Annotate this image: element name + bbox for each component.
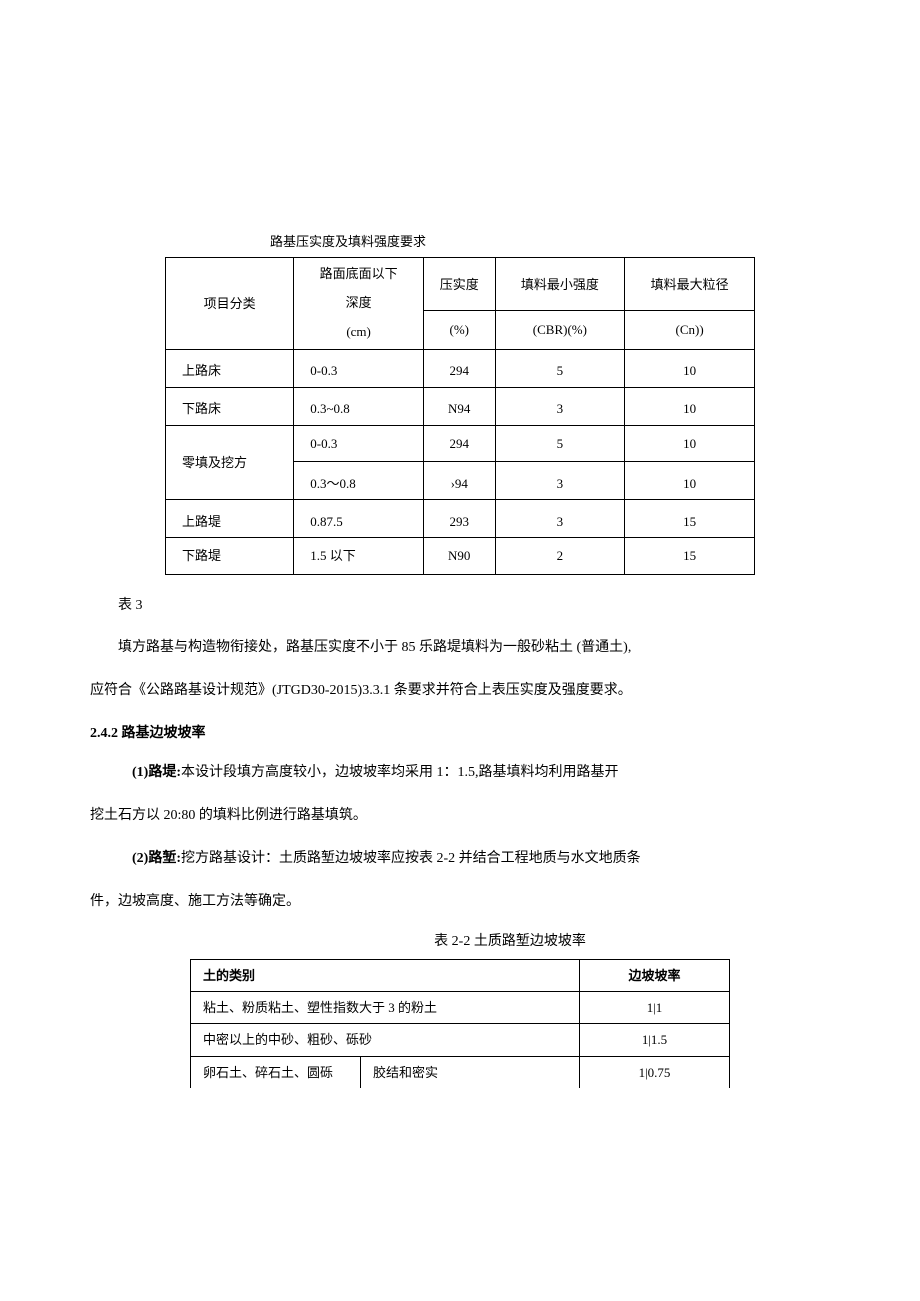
table1-cell: 0.87.5 bbox=[294, 500, 424, 538]
table1-cell: 10 bbox=[625, 425, 755, 461]
table1-cell: 上路床 bbox=[166, 349, 294, 387]
table2-slope-ratio: 土的类别 边坡坡率 粘土、粉质粘土、塑性指数大于 3 的粉土 1|1 中密以上的… bbox=[190, 959, 730, 1089]
paragraph-cutting-cont: 件，边坡高度、施工方法等确定。 bbox=[90, 887, 830, 918]
table2-cell: 胶结和密实 bbox=[361, 1056, 580, 1088]
table1-header-maxsize: 填料最大粒径 bbox=[625, 258, 755, 311]
table2-cell: 1|0.75 bbox=[580, 1056, 730, 1088]
table1-cell: 0.3~0.8 bbox=[294, 387, 424, 425]
table1-cell: N90 bbox=[423, 538, 495, 574]
table1-header-depth: 路面底面以下 深度 (cm) bbox=[294, 258, 424, 349]
table2-header-slope-ratio: 边坡坡率 bbox=[580, 959, 730, 991]
table1-cell: N94 bbox=[423, 387, 495, 425]
table1-subgrade-compaction: 项目分类 路面底面以下 深度 (cm) 压实度 填料最小强度 填料最大粒径 (%… bbox=[165, 257, 755, 574]
table1-cell: 15 bbox=[625, 500, 755, 538]
table1-cell: 下路堤 bbox=[166, 538, 294, 574]
table1-cell: 2 bbox=[495, 538, 625, 574]
cutting-text: 挖方路基设计：土质路堑边坡坡率应按表 2-2 并结合工程地质与水文地质条 bbox=[181, 851, 641, 866]
table1-cell: 10 bbox=[625, 462, 755, 500]
table2-cell: 粘土、粉质粘土、塑性指数大于 3 的粉土 bbox=[191, 991, 580, 1023]
table1-header-compaction: 压实度 bbox=[423, 258, 495, 311]
table1-cell: 15 bbox=[625, 538, 755, 574]
paragraph-fill-subgrade-cont: 应符合《公路路基设计规范》(JTGD30-2015)3.3.1 条要求并符合上表… bbox=[90, 676, 830, 707]
table1-unit-cbr: (CBR)(%) bbox=[495, 311, 625, 350]
paragraph-fill-subgrade: 填方路基与构造物衔接处，路基压实度不小于 85 乐路堤填料为一般砂粘土 (普通土… bbox=[90, 633, 830, 664]
table1-cell: 下路床 bbox=[166, 387, 294, 425]
table2-cell: 1|1 bbox=[580, 991, 730, 1023]
table1-cell: 1.5 以下 bbox=[294, 538, 424, 574]
table1-cell: 294 bbox=[423, 349, 495, 387]
table1-cell: 294 bbox=[423, 425, 495, 461]
table2-cell: 中密以上的中砂、粗砂、砾砂 bbox=[191, 1024, 580, 1056]
table1-cell: 5 bbox=[495, 425, 625, 461]
table2-cell: 卵石土、碎石土、圆砾 bbox=[191, 1056, 361, 1088]
table1-cell: 10 bbox=[625, 387, 755, 425]
table1-cell: 0.3～0.8 bbox=[294, 462, 424, 500]
table1-cell: 3 bbox=[495, 387, 625, 425]
paragraph-embankment-cont: 挖土石方以 20:80 的填料比例进行路基填筑。 bbox=[90, 801, 830, 832]
table1-cell: 3 bbox=[495, 500, 625, 538]
embankment-text: 本设计段填方高度较小，边坡坡率均采用 1：1.5,路基填料均利用路基开 bbox=[181, 765, 619, 780]
table1-unit-percent: (%) bbox=[423, 311, 495, 350]
table1-cell: 5 bbox=[495, 349, 625, 387]
table3-label: 表 3 bbox=[90, 591, 830, 622]
table1-caption: 路基压实度及填料强度要求 bbox=[270, 230, 830, 253]
paragraph-embankment: (1)路堤:本设计段填方高度较小，边坡坡率均采用 1：1.5,路基填料均利用路基… bbox=[90, 758, 830, 789]
table2-header-soil-type: 土的类别 bbox=[191, 959, 580, 991]
table1-unit-cn: (Cn)) bbox=[625, 311, 755, 350]
cutting-label: (2)路堑: bbox=[132, 851, 181, 866]
table1-header-strength: 填料最小强度 bbox=[495, 258, 625, 311]
table1-header-category: 项目分类 bbox=[166, 258, 294, 349]
table1-cell: 上路堤 bbox=[166, 500, 294, 538]
paragraph-cutting: (2)路堑:挖方路基设计：土质路堑边坡坡率应按表 2-2 并结合工程地质与水文地… bbox=[90, 844, 830, 875]
table1-cell: 0-0.3 bbox=[294, 349, 424, 387]
embankment-label: (1)路堤: bbox=[132, 765, 181, 780]
table1-cell: 0-0.3 bbox=[294, 425, 424, 461]
table1-cell: 293 bbox=[423, 500, 495, 538]
section-heading-slope: 2.4.2 路基边坡坡率 bbox=[90, 721, 830, 746]
table2-cell: 1|1.5 bbox=[580, 1024, 730, 1056]
table2-caption: 表 2-2 土质路堑边坡坡率 bbox=[190, 929, 830, 954]
table1-cell: 10 bbox=[625, 349, 755, 387]
table1-cell: ›94 bbox=[423, 462, 495, 500]
table1-cell: 3 bbox=[495, 462, 625, 500]
table1-cell: 零填及挖方 bbox=[166, 425, 294, 499]
